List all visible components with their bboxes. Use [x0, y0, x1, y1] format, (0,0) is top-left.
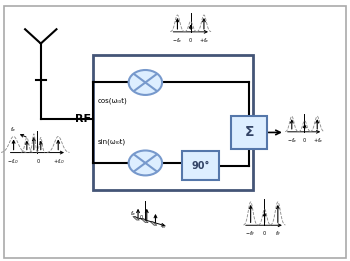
Text: $0$: $0$ — [36, 157, 40, 165]
FancyBboxPatch shape — [4, 6, 346, 258]
Text: $-f_w$: $-f_w$ — [287, 136, 297, 145]
Text: $0$: $0$ — [262, 229, 267, 238]
Text: $0$: $0$ — [188, 36, 193, 44]
Text: cos(ωₗ₀t): cos(ωₗ₀t) — [97, 97, 127, 104]
Text: $f_w$: $f_w$ — [10, 125, 17, 134]
Polygon shape — [150, 222, 157, 225]
Text: $f_w$: $f_w$ — [130, 209, 136, 218]
Text: $-f_{IF}$: $-f_{IF}$ — [245, 229, 256, 238]
Polygon shape — [133, 216, 139, 220]
Text: $-f_{LO}$: $-f_{LO}$ — [7, 157, 20, 166]
FancyBboxPatch shape — [182, 151, 219, 180]
Text: $-f_w$: $-f_w$ — [172, 36, 183, 45]
Text: RF: RF — [75, 114, 91, 124]
Circle shape — [129, 70, 162, 95]
Text: Σ: Σ — [244, 126, 254, 139]
FancyBboxPatch shape — [93, 55, 253, 190]
Text: 90°: 90° — [191, 161, 209, 170]
Circle shape — [129, 151, 162, 175]
Polygon shape — [141, 218, 148, 223]
FancyBboxPatch shape — [231, 116, 267, 149]
Text: sin(ωₗ₀t): sin(ωₗ₀t) — [97, 139, 125, 145]
Text: $+f_w$: $+f_w$ — [199, 36, 209, 45]
Text: $f_{IF}$: $f_{IF}$ — [275, 229, 282, 238]
Text: $f_{IF}$: $f_{IF}$ — [161, 222, 168, 231]
Text: $+f_w$: $+f_w$ — [313, 136, 323, 145]
Text: $+f_{LO}$: $+f_{LO}$ — [53, 157, 65, 166]
Text: $0$: $0$ — [139, 213, 144, 221]
Text: $0$: $0$ — [302, 136, 307, 144]
